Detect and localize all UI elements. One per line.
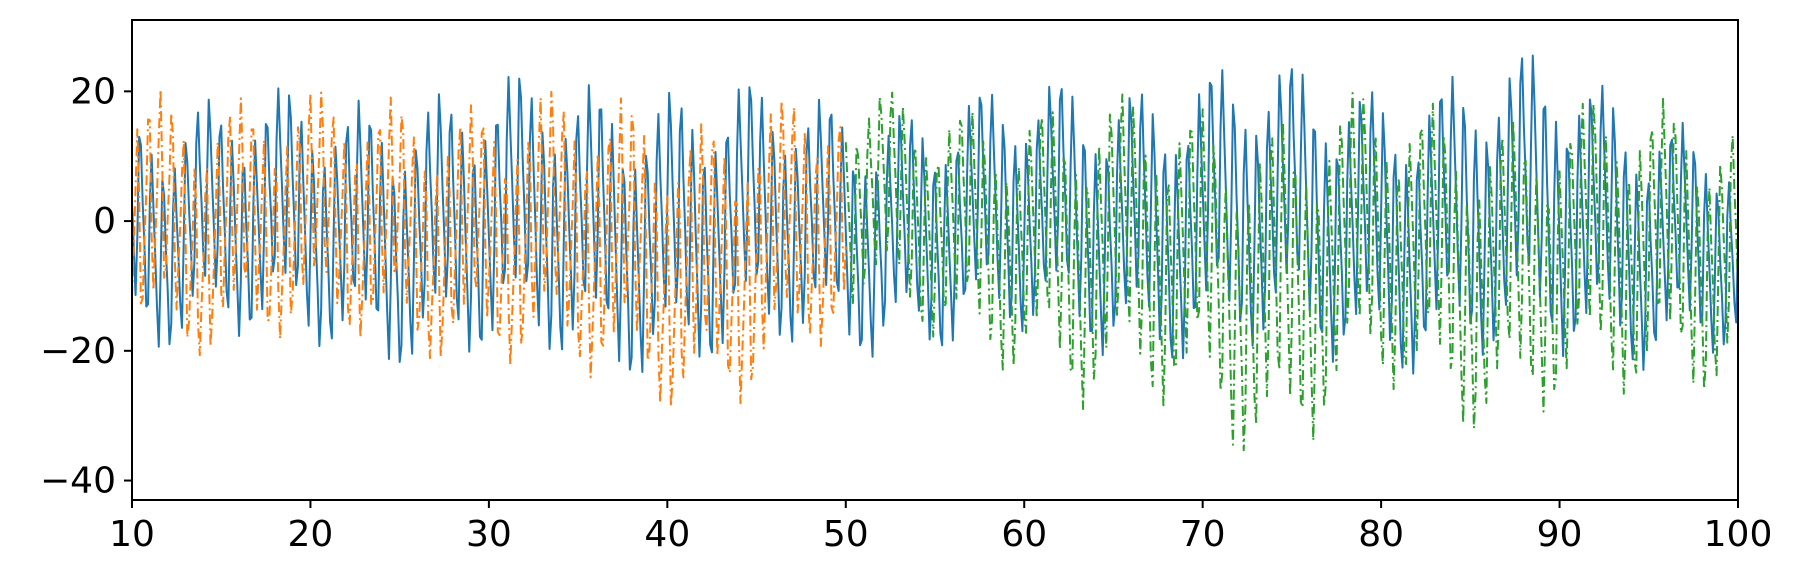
series-layer [132, 54, 1738, 452]
x-tick-label: 90 [1537, 514, 1583, 555]
x-tick-label: 100 [1704, 514, 1773, 555]
plot-frame [131, 19, 1739, 501]
y-tick-label: −40 [40, 461, 116, 502]
x-tick-label: 10 [109, 514, 155, 555]
y-axis: −40 −20 0 20 [40, 71, 132, 502]
x-tick-label: 60 [1001, 514, 1047, 555]
x-tick-label: 50 [823, 514, 869, 555]
y-tick-label: −20 [40, 331, 116, 372]
y-tick-label: 20 [70, 71, 116, 112]
x-tick-label: 40 [644, 514, 690, 555]
x-tick-label: 70 [1180, 514, 1226, 555]
x-tick-label: 80 [1358, 514, 1404, 555]
y-tick-label: 0 [93, 201, 116, 242]
x-tick-label: 30 [466, 514, 512, 555]
series-line-1 [132, 88, 847, 408]
x-axis: 10 20 30 40 50 60 70 80 90 100 [109, 500, 1772, 555]
x-tick-label: 20 [288, 514, 334, 555]
series-line-2 [844, 91, 1738, 452]
